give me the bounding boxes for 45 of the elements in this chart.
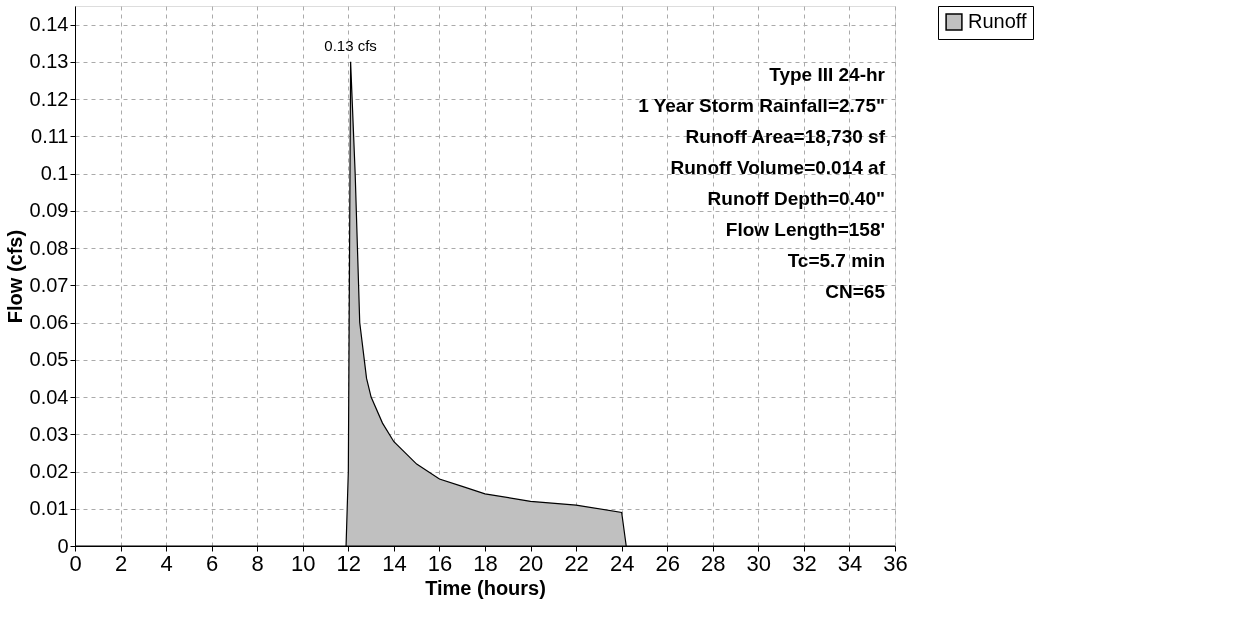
annotation: Runoff Depth=0.40" [707,188,885,209]
x-tick-label: 28 [701,550,726,576]
x-tick-label: 12 [336,550,362,576]
y-axis-title: Flow (cfs) [3,229,26,324]
x-tick-label: 18 [473,550,498,576]
x-tick-label: 26 [655,550,680,576]
x-tick-label: 20 [518,550,544,576]
x-axis-title: Time (hours) [425,576,546,599]
y-tick-label: 0.11 [31,124,69,147]
x-tick-label: 4 [160,550,173,576]
annotation: CN=65 [825,281,886,302]
y-tick-label: 0.08 [29,236,69,259]
annotation: 0.13 cfs [324,36,377,54]
x-tick-label: 16 [427,550,453,576]
y-tick-label: 0.05 [29,348,69,371]
annotation: 1 Year Storm Rainfall=2.75" [638,95,885,116]
y-tick-label: 0.1 [40,162,69,185]
annotation: Runoff Area=18,730 sf [685,126,886,147]
x-tick-label: 6 [206,550,219,576]
x-tick-label: 10 [291,550,316,576]
y-tick-label: 0.02 [29,460,69,483]
x-tick-label: 22 [564,550,589,576]
annotation: Type III 24-hr [769,64,886,85]
x-tick-label: 24 [609,550,635,576]
x-tick-label: 36 [883,550,908,576]
y-tick-label: 0.13 [29,50,69,73]
x-tick-label: 14 [382,550,407,576]
y-tick-label: 0.07 [29,273,69,296]
y-tick-label: 0.06 [29,311,69,334]
y-tick-label: 0.04 [29,385,69,408]
y-tick-label: 0.12 [29,87,69,110]
y-tick-label: 0 [57,534,69,557]
x-tick-label: 2 [114,550,128,576]
annotation: Flow Length=158' [725,219,885,240]
annotation: Tc=5.7 min [787,250,885,271]
x-tick-label: 32 [792,550,817,576]
x-tick-label: 34 [837,550,863,576]
x-tick-label: 30 [746,550,772,576]
x-tick-label: 8 [251,550,264,576]
y-tick-label: 0.09 [29,199,69,222]
y-tick-label: 0.14 [29,13,69,36]
y-tick-label: 0.01 [29,497,69,520]
annotation: Runoff Volume=0.014 af [670,157,886,178]
legend-label: Runoff [968,10,1028,32]
y-tick-label: 0.03 [29,422,69,445]
